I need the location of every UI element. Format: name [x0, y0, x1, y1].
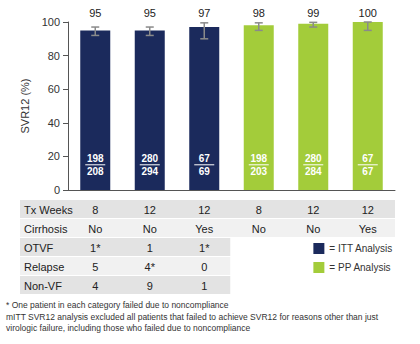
svg-text:40: 40 — [48, 117, 60, 129]
svg-text:mITT SVR12 analysis excluded a: mITT SVR12 analysis excluded all patient… — [6, 312, 381, 322]
svg-text:280: 280 — [141, 153, 158, 164]
svg-text:60: 60 — [48, 83, 60, 95]
svg-text:294: 294 — [141, 166, 158, 177]
svg-text:80: 80 — [48, 50, 60, 62]
svg-text:67: 67 — [199, 153, 211, 164]
svg-text:1*: 1* — [90, 242, 101, 254]
svg-text:98: 98 — [253, 7, 265, 19]
svg-text:5: 5 — [92, 261, 98, 273]
svg-text:virologic failure, including t: virologic failure, including those who f… — [6, 323, 251, 333]
svg-text:Tx Weeks: Tx Weeks — [24, 204, 73, 216]
svg-text:97: 97 — [198, 7, 210, 19]
svg-text:198: 198 — [250, 153, 267, 164]
svg-text:4*: 4* — [145, 261, 156, 273]
svg-text:Non-VF: Non-VF — [24, 280, 62, 292]
svg-text:No: No — [252, 223, 266, 235]
svg-text:= PP Analysis: = PP Analysis — [329, 262, 390, 273]
svg-text:69: 69 — [199, 166, 211, 177]
svg-text:No: No — [143, 223, 157, 235]
svg-text:100: 100 — [359, 7, 377, 19]
svg-text:Yes: Yes — [359, 223, 377, 235]
svg-text:No: No — [306, 223, 320, 235]
svg-text:1: 1 — [201, 280, 207, 292]
svg-text:0: 0 — [54, 184, 60, 196]
svg-text:12: 12 — [307, 204, 319, 216]
svg-text:99: 99 — [307, 7, 319, 19]
svg-text:12: 12 — [362, 204, 374, 216]
svg-text:12: 12 — [144, 204, 156, 216]
svg-text:198: 198 — [87, 153, 104, 164]
svg-text:No: No — [88, 223, 102, 235]
svg-text:20: 20 — [48, 150, 60, 162]
svg-text:Cirrhosis: Cirrhosis — [24, 223, 68, 235]
svg-text:8: 8 — [256, 204, 262, 216]
svg-text:0: 0 — [201, 261, 207, 273]
svg-text:284: 284 — [305, 166, 322, 177]
svg-text:Relapse: Relapse — [24, 261, 64, 273]
svg-text:1*: 1* — [199, 242, 210, 254]
svg-text:208: 208 — [87, 166, 104, 177]
svg-text:Yes: Yes — [195, 223, 213, 235]
svg-text:100: 100 — [42, 16, 60, 28]
svg-text:1: 1 — [147, 242, 153, 254]
svg-text:95: 95 — [144, 7, 156, 19]
svg-text:* One patient in each category: * One patient in each category failed du… — [6, 300, 229, 310]
svg-text:203: 203 — [250, 166, 267, 177]
svg-text:67: 67 — [362, 166, 374, 177]
svg-text:OTVF: OTVF — [24, 242, 54, 254]
svg-text:12: 12 — [198, 204, 210, 216]
svg-text:9: 9 — [147, 280, 153, 292]
svg-text:8: 8 — [92, 204, 98, 216]
svg-text:4: 4 — [92, 280, 98, 292]
svg-text:280: 280 — [305, 153, 322, 164]
svg-text:SVR12 (%): SVR12 (%) — [19, 78, 31, 133]
svg-text:95: 95 — [89, 7, 101, 19]
svg-text:67: 67 — [362, 153, 374, 164]
svg-text:= ITT Analysis: = ITT Analysis — [329, 243, 392, 254]
